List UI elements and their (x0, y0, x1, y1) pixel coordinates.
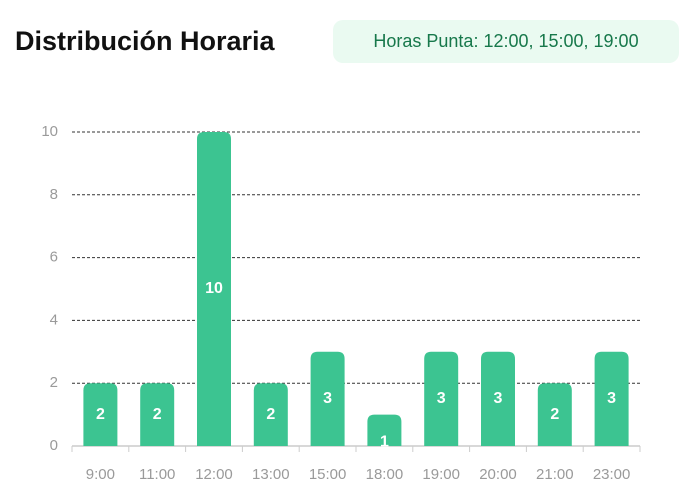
y-tick-label: 6 (50, 249, 58, 266)
bar (424, 351, 459, 446)
x-tick-label: 12:00 (195, 466, 233, 483)
x-tick-label: 20:00 (479, 466, 517, 483)
value-label: 2 (266, 406, 275, 423)
x-tick-label: 15:00 (309, 466, 347, 483)
x-tick-label: 23:00 (593, 466, 631, 483)
y-tick-label: 2 (50, 374, 58, 391)
y-tick-label: 8 (50, 186, 58, 203)
value-label: 1 (380, 434, 389, 451)
bar (481, 351, 515, 446)
value-label: 2 (96, 406, 105, 423)
x-tick-label: 9:00 (86, 466, 115, 483)
bar (140, 383, 175, 446)
value-label: 10 (205, 280, 223, 297)
x-tick-label: 13:00 (252, 466, 290, 483)
bar (537, 383, 572, 446)
x-tick-label: 19:00 (422, 466, 460, 483)
value-label: 3 (494, 390, 503, 407)
x-tick-label: 18:00 (366, 466, 404, 483)
bar (83, 383, 118, 446)
value-label: 3 (323, 390, 332, 407)
y-tick-label: 10 (41, 123, 58, 140)
y-tick-label: 0 (50, 437, 58, 454)
y-tick-label: 4 (50, 311, 58, 328)
badge (333, 20, 679, 63)
value-label: 2 (153, 406, 162, 423)
badge-text: Horas Punta: 12:00, 15:00, 19:00 (373, 31, 638, 51)
value-label: 2 (550, 406, 559, 423)
x-tick-label: 21:00 (536, 466, 574, 483)
value-label: 3 (607, 390, 616, 407)
value-label: 3 (437, 390, 446, 407)
bar (367, 414, 402, 446)
bar (594, 351, 629, 446)
bar (197, 132, 231, 446)
x-tick-label: 11:00 (139, 466, 175, 483)
bar (310, 351, 345, 446)
chart-title: Distribución Horaria (15, 26, 276, 56)
bar (253, 383, 288, 446)
